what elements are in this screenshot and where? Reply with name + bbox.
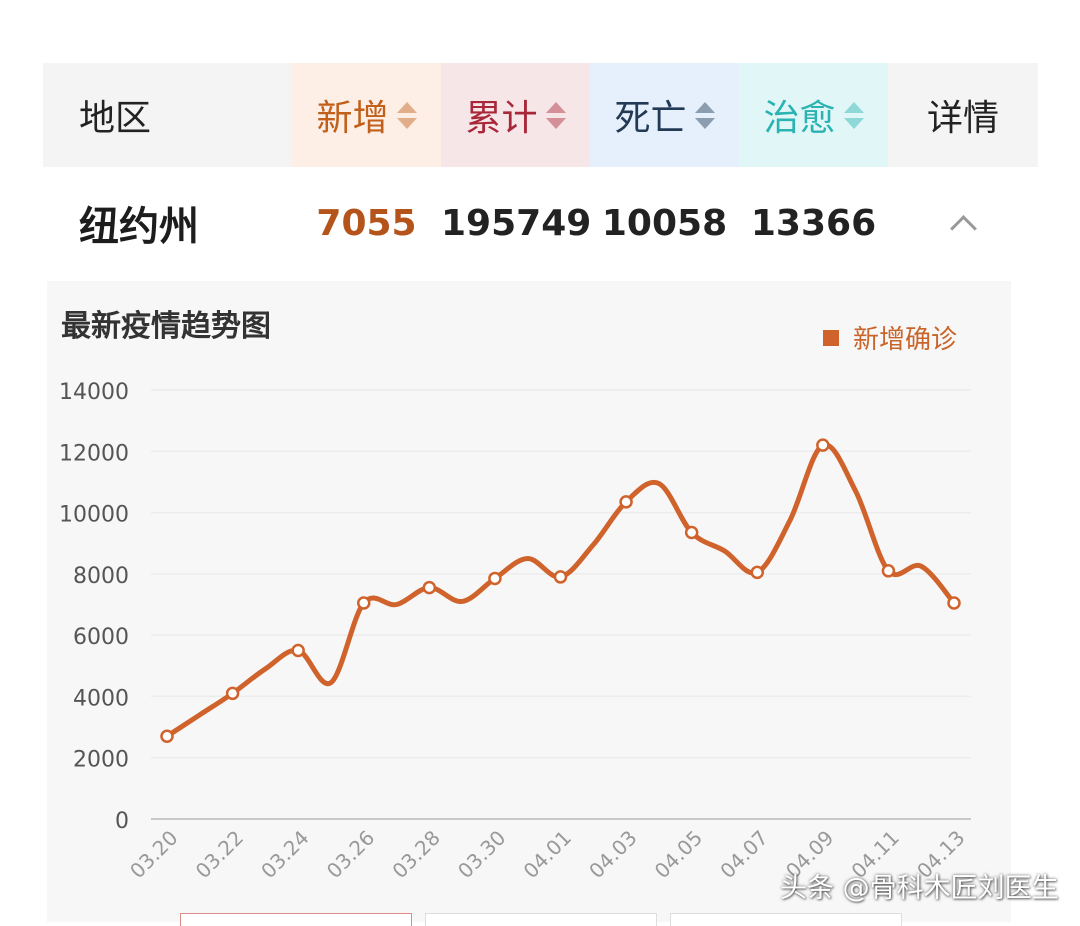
data-point [816, 438, 830, 452]
x-tick-label: 04.01 [519, 826, 576, 883]
x-tick-label: 04.07 [715, 826, 772, 883]
collapse-button[interactable] [888, 209, 1038, 242]
data-point [291, 643, 305, 658]
chevron-up-icon [949, 214, 977, 242]
data-point [684, 525, 699, 540]
region-name: 纽约州 [79, 204, 199, 250]
series-line-new-cases [164, 442, 957, 739]
y-tick-label: 14000 [59, 380, 129, 405]
y-tick-label: 12000 [59, 441, 129, 466]
y-tick-label: 10000 [59, 503, 129, 528]
sort-new-button[interactable]: 新增 [292, 63, 441, 167]
sort-death-button[interactable]: 死亡 [590, 63, 739, 167]
x-tick-label: 03.26 [322, 826, 379, 883]
data-point [422, 580, 437, 595]
data-point [750, 565, 764, 580]
legend-label: 新增确诊 [852, 325, 957, 355]
header-death-label: 死亡 [614, 98, 687, 139]
data-point [357, 596, 371, 610]
deaths-value: 10058 [601, 202, 728, 244]
y-tick-label: 8000 [73, 564, 129, 589]
header-region: 地区 [79, 98, 152, 139]
x-tick-label: 04.03 [584, 826, 641, 883]
tab-stub[interactable] [425, 913, 657, 926]
data-point [225, 686, 240, 701]
header-new-label: 新增 [316, 98, 389, 139]
header-cured-label: 治愈 [763, 98, 836, 139]
tab-stub[interactable] [670, 913, 902, 926]
sort-total-button[interactable]: 累计 [441, 63, 590, 167]
x-tick-label: 03.20 [125, 826, 182, 883]
header-total-label: 累计 [465, 98, 538, 139]
x-tick-label: 04.05 [650, 826, 707, 883]
watermark: 头条 @骨科木匠刘医生 [780, 873, 1059, 904]
x-tick-label: 03.28 [387, 826, 444, 883]
data-point [619, 495, 633, 509]
chart-legend[interactable]: 新增确诊 [822, 319, 957, 356]
x-tick-label: 03.24 [256, 826, 313, 883]
sort-icon [545, 101, 566, 129]
y-tick-label: 6000 [73, 625, 129, 650]
data-point [881, 564, 896, 578]
tab-stub[interactable] [180, 913, 412, 926]
trend-chart-panel: 最新疫情趋势图 新增确诊 0 2000 4000 6000 8000 10000 12000… [47, 281, 1011, 922]
y-tick-label: 0 [115, 809, 129, 834]
y-tick-label: 4000 [73, 686, 129, 711]
y-tick-label: 2000 [73, 748, 129, 773]
data-point [947, 596, 961, 610]
sort-icon [694, 101, 715, 129]
data-point [553, 570, 568, 584]
table-header: 地区 新增 累计 死亡 治愈 详情 [43, 63, 1038, 167]
data-point [488, 571, 502, 586]
total-cases-value: 195749 [441, 202, 592, 244]
legend-swatch [822, 329, 839, 346]
x-tick-label: 03.22 [191, 826, 248, 883]
table-row[interactable]: 纽约州 7055 195749 10058 13366 [43, 167, 1038, 279]
data-point [160, 729, 174, 744]
chart-title: 最新疫情趋势图 [61, 309, 271, 344]
header-detail: 详情 [926, 98, 999, 139]
cured-value: 13366 [750, 202, 877, 244]
sort-cured-button[interactable]: 治愈 [739, 63, 888, 167]
x-tick-label: 03.30 [453, 826, 510, 883]
sort-icon [843, 101, 864, 129]
sort-icon [396, 101, 417, 129]
new-cases-value: 7055 [316, 202, 417, 244]
